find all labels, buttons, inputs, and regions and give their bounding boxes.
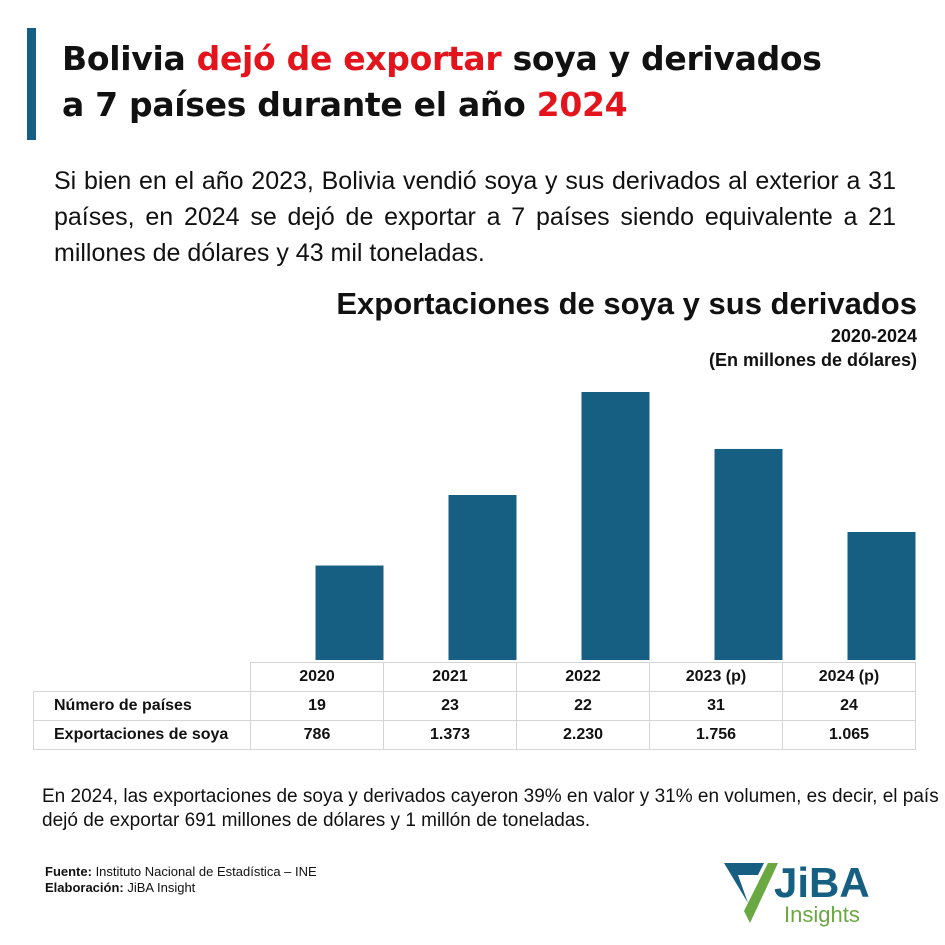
title-text: soya y derivados [501, 39, 822, 78]
chart-period: 2020-2024 [830, 326, 917, 346]
table-header-cell: 2022 [516, 662, 650, 692]
title-highlight: 2024 [536, 85, 628, 124]
table-header-cell: 2024 (p) [782, 662, 916, 692]
bar-2021 [448, 494, 517, 660]
bar-2020 [315, 565, 384, 660]
source-label: Fuente: [45, 864, 92, 879]
bar-2022 [581, 392, 650, 660]
elaboration-label: Elaboración: [45, 880, 124, 895]
table-row: Exportaciones de soya 786 1.373 2.230 1.… [33, 720, 916, 750]
intro-paragraph: Si bien en el año 2023, Bolivia vendió s… [54, 167, 896, 267]
table-cell: 2.230 [516, 720, 650, 750]
table-cell: 1.373 [383, 720, 517, 750]
table-header-cell: 2023 (p) [649, 662, 783, 692]
table-cell: 23 [383, 691, 517, 721]
table-cell: 19 [250, 691, 384, 721]
logo-subtext: Insights [784, 902, 860, 927]
title-text: Bolivia [62, 39, 197, 78]
title-accent-bar [27, 28, 36, 140]
bar-2024-p- [847, 532, 916, 660]
page-title: Bolivia dejó de exportar soya y derivado… [62, 36, 822, 128]
source-credits: Fuente: Instituto Nacional de Estadístic… [45, 864, 317, 896]
chart-subtitle: 2020-2024 (En millones de dólares) [709, 324, 917, 372]
table-cell: 786 [250, 720, 384, 750]
table-header-cell: 2020 [250, 662, 384, 692]
elaboration-value: JiBA Insight [123, 880, 196, 895]
title-text: a 7 países durante el año [62, 85, 537, 124]
row-label: Exportaciones de soya [33, 720, 251, 750]
table-cell: 1.756 [649, 720, 783, 750]
jiba-logo: JiBA Insights [724, 859, 870, 927]
table-cell: 22 [516, 691, 650, 721]
table-header-row: 2020 2021 2022 2023 (p) 2024 (p) [33, 662, 916, 692]
chart-title: Exportaciones de soya y sus derivados [336, 286, 917, 321]
title-highlight: dejó de exportar [196, 39, 502, 78]
logo-check-stroke [744, 863, 778, 923]
table-cell: 1.065 [782, 720, 916, 750]
row-label: Número de países [33, 691, 251, 721]
data-table: 2020 2021 2022 2023 (p) 2024 (p) Número … [33, 662, 916, 750]
bar-2023-p- [714, 448, 783, 660]
logo-text: JiBA [774, 859, 870, 906]
logo-check-icon [724, 863, 764, 903]
table-cell: 31 [649, 691, 783, 721]
summary-note: En 2024, las exportaciones de soya y der… [42, 786, 939, 831]
table-header-cell: 2021 [383, 662, 517, 692]
bar-chart [315, 392, 916, 660]
table-corner [33, 662, 251, 692]
source-value: Instituto Nacional de Estadística – INE [91, 864, 317, 879]
table-cell: 24 [782, 691, 916, 721]
chart-unit: (En millones de dólares) [708, 350, 917, 370]
table-row: Número de países 19 23 22 31 24 [33, 691, 916, 721]
